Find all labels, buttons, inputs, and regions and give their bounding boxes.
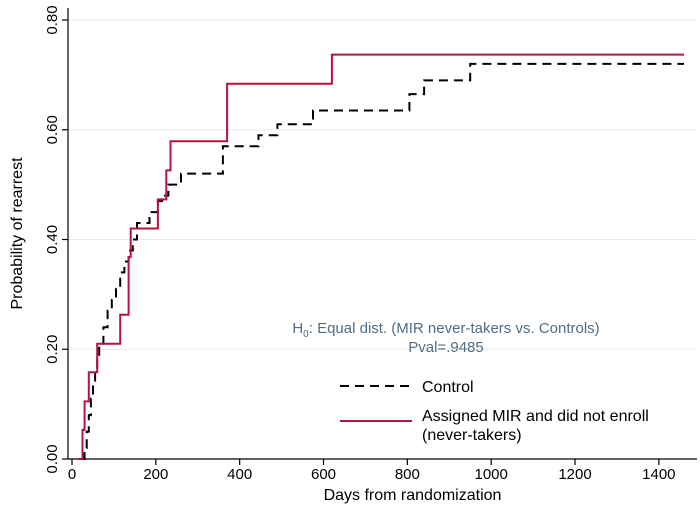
x-tick-label: 800	[395, 466, 420, 483]
x-tick-label: 600	[311, 466, 336, 483]
y-axis-title: Probability of rearrest	[9, 157, 26, 310]
y-tick-label: 0.40	[44, 225, 61, 254]
pval-text: Pval=.9485	[408, 339, 483, 356]
legend-label-control: Control	[422, 379, 474, 396]
x-tick-label: 0	[68, 466, 76, 483]
series-line-never-takers	[78, 53, 684, 460]
ticks: 0.00 0.20 0.40 0.60 0.80 0 200 400 600 800 1000 120…	[44, 5, 676, 483]
legend: Control Assigned MIR and did not enroll …	[332, 370, 690, 444]
x-tick-label: 1400	[642, 466, 675, 483]
hypothesis-body: : Equal dist. (MIR never-takers vs. Cont…	[309, 320, 600, 337]
axes	[67, 8, 697, 460]
legend-label-never-takers-line2: (never-takers)	[422, 427, 522, 444]
y-tick-label: 0.20	[44, 335, 61, 364]
x-axis-title: Days from randomization	[324, 487, 502, 504]
series	[78, 53, 684, 460]
legend-background	[332, 370, 690, 442]
hypothesis-text: H0: Equal dist. (MIR never-takers vs. Co…	[292, 320, 599, 340]
x-tick-label: 200	[143, 466, 168, 483]
hypothesis-prefix: H	[292, 320, 303, 337]
x-tick-label: 1000	[474, 466, 507, 483]
y-tick-label: 0.80	[44, 5, 61, 34]
hypothesis-subscript: 0	[303, 329, 309, 340]
y-tick-label: 0.60	[44, 115, 61, 144]
x-tick-label: 400	[227, 466, 252, 483]
hypothesis-annotation: H0: Equal dist. (MIR never-takers vs. Co…	[292, 320, 599, 356]
gridlines	[68, 19, 697, 350]
x-tick-label: 1200	[558, 466, 591, 483]
y-tick-label: 0.00	[44, 444, 61, 473]
legend-label-never-takers: Assigned MIR and did not enroll	[422, 408, 649, 425]
